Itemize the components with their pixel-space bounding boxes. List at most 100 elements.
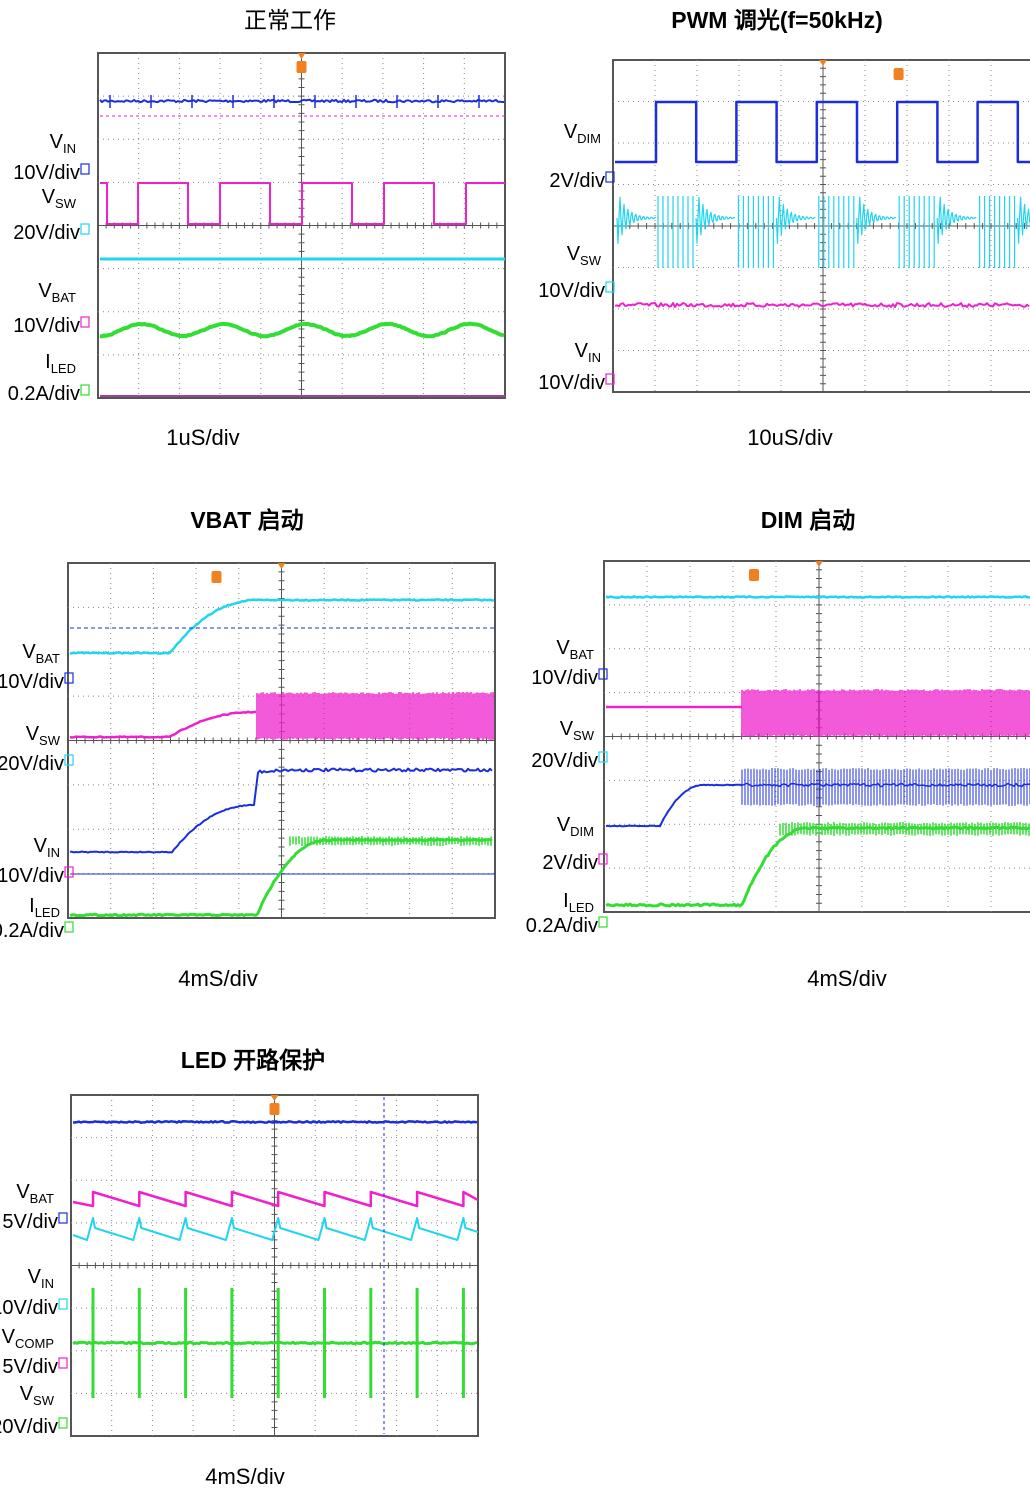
channel-marker [59, 1358, 67, 1368]
waveform [606, 596, 1030, 597]
channel-subscript: LED [35, 905, 60, 920]
channel-symbol: V [22, 641, 36, 663]
trigger-icon [297, 61, 307, 73]
channel-name: VIN [575, 340, 601, 365]
channel-subscript: SW [573, 728, 595, 743]
channel-name: ILED [45, 351, 76, 376]
channel-name: VDIM [564, 121, 601, 146]
channel-subscript: DIM [577, 131, 601, 146]
scope-panel: VBAT 启动VBAT10V/divVSW20V/divVIN10V/divIL… [0, 507, 495, 991]
channel-marker [65, 922, 73, 932]
scope-panel: 正常工作VIN10V/divVSW20V/divVBAT10V/divILED0… [8, 7, 505, 450]
channel-name: VSW [20, 1383, 55, 1408]
channel-symbol: V [26, 723, 40, 745]
scope-panel: DIM 启动VBAT10V/divVSW20V/divVDIM2V/divILE… [526, 507, 1030, 991]
channel-symbol: V [42, 186, 56, 208]
timebase: 10uS/div [747, 425, 833, 450]
channel-scale: 2V/div [542, 852, 598, 874]
timebase: 4mS/div [205, 1464, 284, 1489]
channel-scale: 20V/div [0, 1416, 58, 1438]
channel-symbol: V [34, 835, 48, 857]
channel-name: VBAT [22, 641, 60, 666]
channel-name: VBAT [16, 1181, 54, 1206]
channel-subscript: BAT [570, 647, 594, 662]
panel-title: DIM 启动 [761, 507, 856, 533]
channel-subscript: BAT [36, 651, 60, 666]
channel-marker [59, 1213, 67, 1223]
channel-scale: 0.2A/div [526, 915, 598, 937]
channel-scale: 10V/div [13, 315, 80, 337]
channel-scale: 10V/div [0, 865, 64, 887]
timebase: 4mS/div [807, 966, 886, 991]
channel-symbol: V [38, 280, 52, 302]
channel-scale: 20V/div [13, 222, 80, 244]
channel-subscript: IN [47, 845, 60, 860]
trigger-icon [270, 1103, 280, 1115]
channel-symbol: V [575, 340, 589, 362]
channel-subscript: BAT [30, 1191, 54, 1206]
channel-name: VBAT [556, 637, 594, 662]
panel-title: PWM 调光(f=50kHz) [671, 7, 883, 33]
channel-scale: 10V/div [13, 162, 80, 184]
channel-marker [81, 224, 89, 234]
channel-name: VCOMP [2, 1326, 54, 1351]
channel-subscript: DIM [570, 824, 594, 839]
channel-scale: 10V/div [0, 671, 64, 693]
channel-subscript: SW [39, 733, 61, 748]
channel-symbol: V [557, 814, 571, 836]
panel-title: 正常工作 [244, 7, 336, 33]
timebase: 1uS/div [166, 425, 239, 450]
channel-scale: 0.2A/div [0, 920, 64, 942]
channel-marker [59, 1418, 67, 1428]
channel-subscript: SW [55, 196, 77, 211]
channel-marker [81, 164, 89, 174]
channel-scale: 10V/div [0, 1297, 58, 1319]
scope-panel: PWM 调光(f=50kHz)VDIM2V/divVSW10V/divVIN10… [538, 7, 1030, 450]
channel-symbol: V [28, 1266, 42, 1288]
channel-marker [81, 385, 89, 395]
channel-scale: 5V/div [2, 1211, 58, 1233]
page: 正常工作VIN10V/divVSW20V/divVBAT10V/divILED0… [0, 0, 1030, 1491]
trigger-icon [894, 68, 904, 80]
channel-scale: 2V/div [549, 170, 605, 192]
channel-name: VIN [34, 835, 60, 860]
channel-name: VIN [50, 131, 76, 156]
channel-scale: 5V/div [2, 1356, 58, 1378]
channel-name: ILED [563, 890, 594, 915]
channel-name: VBAT [38, 280, 76, 305]
channel-subscript: IN [63, 141, 76, 156]
channel-scale: 20V/div [531, 750, 598, 772]
channel-symbol: V [20, 1383, 34, 1405]
channel-marker [81, 317, 89, 327]
channel-scale: 20V/div [0, 753, 64, 775]
channel-marker [59, 1299, 67, 1309]
channel-scale: 10V/div [531, 667, 598, 689]
channel-name: ILED [29, 895, 60, 920]
waveform [257, 692, 493, 740]
channel-symbol: V [564, 121, 578, 143]
channel-symbol: V [567, 243, 581, 265]
channel-symbol: V [50, 131, 64, 153]
timebase: 4mS/div [178, 966, 257, 991]
channel-scale: 0.2A/div [8, 383, 80, 405]
channel-subscript: BAT [52, 290, 76, 305]
channel-name: VIN [28, 1266, 54, 1291]
channel-symbol: V [16, 1181, 30, 1203]
channel-scale: 10V/div [538, 372, 605, 394]
channel-subscript: SW [33, 1393, 55, 1408]
trigger-icon [212, 571, 222, 583]
channel-scale: 10V/div [538, 280, 605, 302]
panel-title: VBAT 启动 [190, 507, 303, 533]
channel-name: VSW [26, 723, 61, 748]
channel-name: VSW [567, 243, 602, 268]
channel-name: VDIM [557, 814, 594, 839]
panel-title: LED 开路保护 [181, 1047, 325, 1073]
channel-subscript: LED [569, 900, 594, 915]
channel-marker [599, 917, 607, 927]
channel-subscript: IN [588, 350, 601, 365]
scope-panel: LED 开路保护VBAT5V/divVIN10V/divVCOMP5V/divV… [0, 1047, 478, 1489]
channel-symbol: V [560, 718, 574, 740]
channel-name: VSW [560, 718, 595, 743]
channel-subscript: IN [41, 1276, 54, 1291]
channel-subscript: SW [580, 253, 602, 268]
